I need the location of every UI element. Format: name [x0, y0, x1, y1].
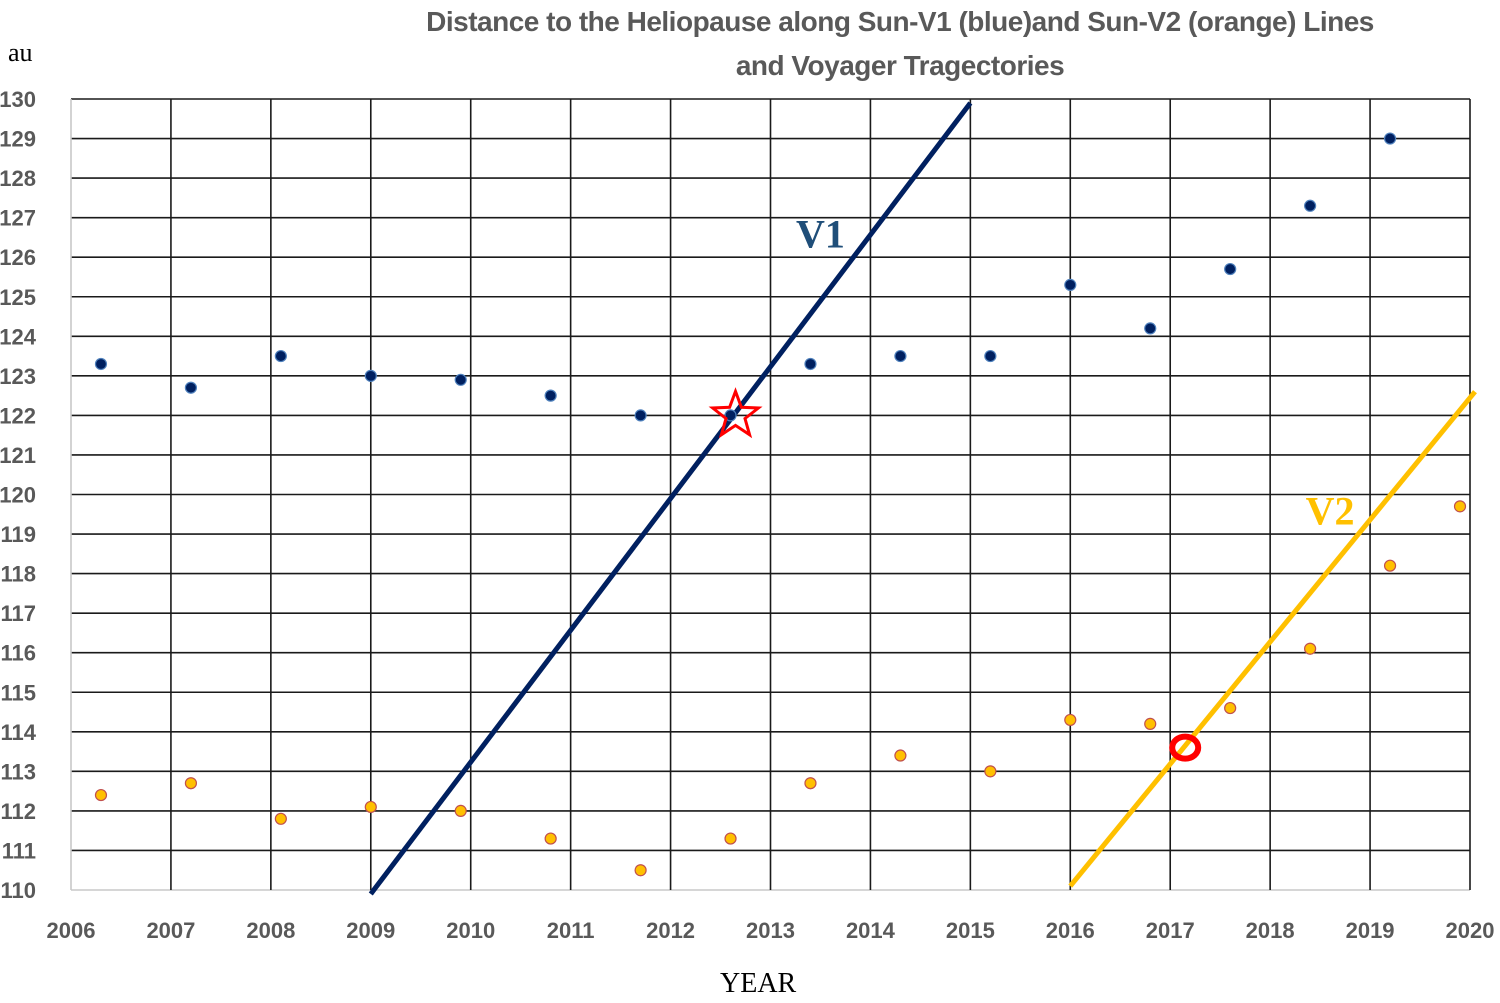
- data-point: [274, 349, 287, 363]
- x-tick-label: 2006: [47, 918, 96, 943]
- x-tick-label: 2019: [1346, 918, 1395, 943]
- x-tick-label: 2010: [446, 918, 495, 943]
- line-label-v1: V1: [796, 211, 845, 256]
- data-point: [804, 357, 817, 371]
- y-tick-label: 111: [2, 838, 36, 863]
- data-point: [1064, 278, 1077, 291]
- y-tick-label: 113: [1, 759, 37, 784]
- y-tick-label: 115: [1, 680, 37, 705]
- gridlines: [70, 98, 1471, 891]
- data-point: [94, 357, 108, 371]
- chart-title-line-2: and Voyager Tragectories: [735, 50, 1065, 81]
- y-axis-unit-label: au: [8, 38, 33, 67]
- data-point: [364, 800, 377, 814]
- y-tick-label: 121: [0, 443, 36, 468]
- x-tick-label: 2015: [946, 918, 995, 943]
- data-point: [804, 777, 817, 790]
- x-tick-label: 2016: [1046, 918, 1095, 943]
- x-tick-label: 2014: [846, 918, 896, 943]
- data-point: [984, 765, 997, 778]
- data-point: [1453, 500, 1467, 513]
- y-tick-label: 112: [1, 799, 37, 824]
- y-tick-label: 114: [1, 720, 37, 745]
- y-tick-label: 123: [0, 364, 36, 389]
- x-tick-label: 2011: [547, 918, 595, 943]
- x-tick-label: 2007: [146, 918, 195, 943]
- y-tick-label: 116: [1, 641, 37, 666]
- line-label-v2: V2: [1306, 488, 1355, 533]
- data-point: [544, 832, 557, 845]
- x-tick-label: 2009: [346, 918, 395, 943]
- y-tick-label: 117: [1, 601, 37, 626]
- data-point: [364, 369, 377, 382]
- data-point: [1144, 322, 1157, 335]
- y-tick-label: 122: [0, 403, 36, 428]
- x-axis-label: YEAR: [720, 968, 797, 999]
- data-point: [1304, 642, 1317, 655]
- data-point: [1224, 701, 1237, 715]
- y-tick-label: 110: [1, 878, 37, 903]
- y-tick-label: 130: [0, 87, 36, 112]
- data-point: [894, 349, 907, 363]
- y-tick-label: 127: [0, 206, 36, 231]
- trajectory-lines: [368, 101, 1477, 896]
- data-point: [634, 864, 647, 877]
- x-tick-label: 2020: [1446, 918, 1495, 943]
- y-tick-label: 120: [0, 483, 36, 508]
- chart-title-line-1: Distance to the Heliopause along Sun-V1 …: [426, 6, 1374, 37]
- data-point: [184, 381, 198, 394]
- chart-title: Distance to the Heliopause along Sun-V1 …: [300, 0, 1500, 88]
- y-tick-label: 124: [0, 324, 37, 349]
- y-tick-label: 128: [0, 166, 36, 191]
- data-point: [1304, 199, 1317, 212]
- data-point: [94, 788, 108, 802]
- data-point: [454, 804, 467, 818]
- y-axis-ticks: 110 111 112 113 114 115 116 117 118 119 120 121 122 1…: [0, 87, 37, 903]
- y-tick-label: 119: [1, 522, 37, 547]
- data-point: [184, 777, 198, 790]
- data-point: [454, 373, 467, 386]
- data-points: [94, 132, 1467, 877]
- data-point: [724, 832, 737, 845]
- data-point: [634, 409, 647, 422]
- data-point: [1064, 713, 1077, 727]
- trajectory-line-v2: [1068, 390, 1477, 888]
- x-axis-ticks: 2006 2007 2008 2009 2010 2011 2012 2013 2014 2015…: [47, 918, 1495, 943]
- y-tick-label: 129: [0, 127, 36, 152]
- data-point: [724, 409, 737, 422]
- x-tick-label: 2018: [1246, 918, 1295, 943]
- annotations: V1 V2: [708, 211, 1355, 762]
- x-tick-label: 2013: [746, 918, 795, 943]
- y-tick-label: 118: [1, 562, 37, 587]
- y-tick-label: 125: [0, 285, 36, 310]
- data-point: [274, 812, 287, 825]
- star-icon: [708, 387, 763, 439]
- data-point: [1383, 559, 1397, 572]
- x-tick-label: 2008: [246, 918, 295, 943]
- y-tick-label: 126: [0, 245, 36, 270]
- x-tick-label: 2012: [646, 918, 695, 943]
- data-point: [544, 389, 557, 402]
- ring-marker-icon: [1169, 733, 1202, 762]
- data-point: [1383, 132, 1397, 145]
- data-point: [1144, 717, 1157, 730]
- data-point: [894, 749, 907, 762]
- data-point: [1224, 262, 1237, 276]
- trajectory-line-v1: [368, 101, 973, 896]
- x-tick-label: 2017: [1146, 918, 1195, 943]
- data-point: [984, 349, 997, 363]
